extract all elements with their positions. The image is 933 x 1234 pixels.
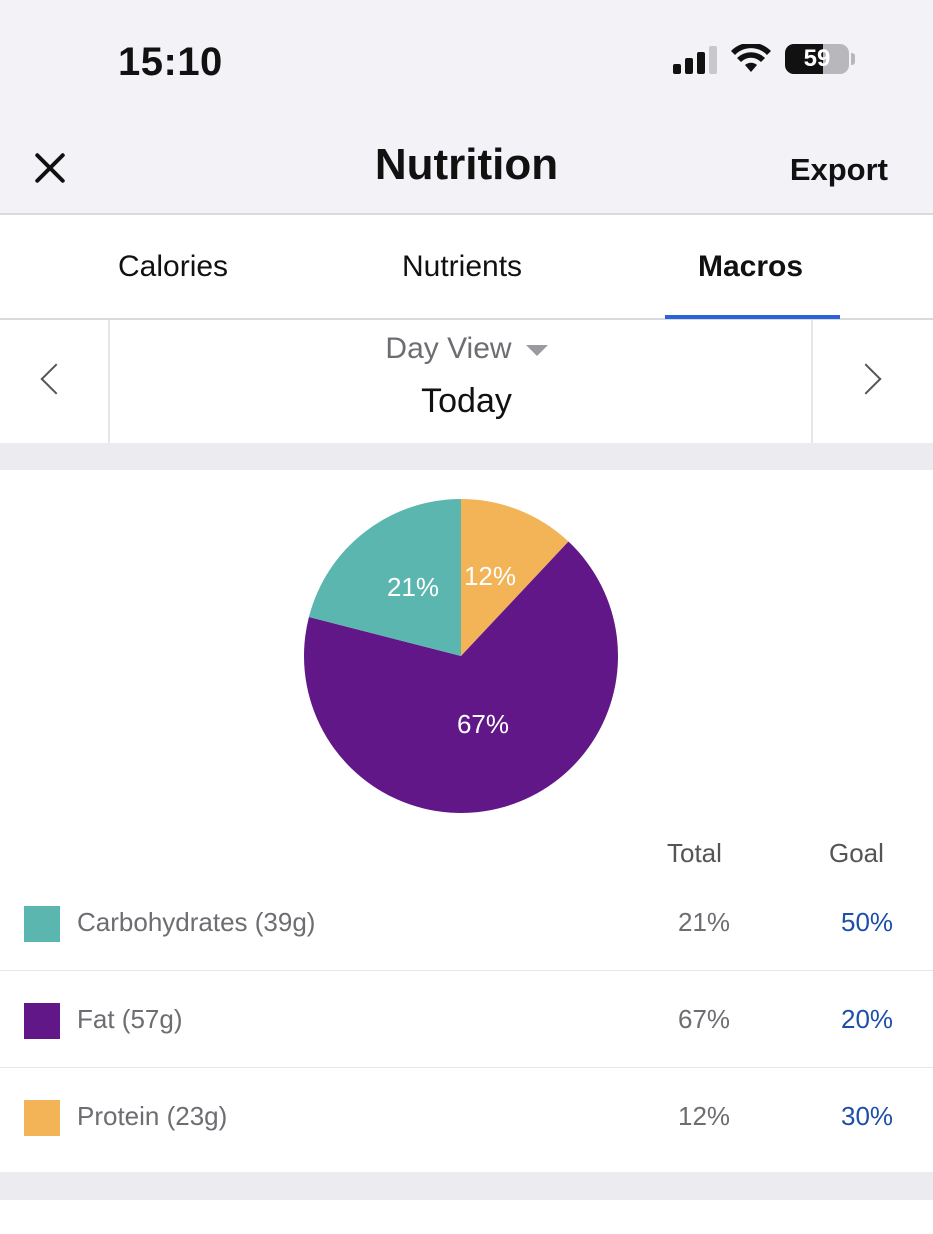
pie-label-carbohydrates: 21%: [387, 572, 439, 602]
macro-goal[interactable]: 50%: [841, 907, 894, 937]
page-title: Nutrition: [374, 140, 559, 189]
macro-name: Carbohydrates (39g): [77, 907, 316, 937]
nav-bar: Nutrition Export: [0, 120, 933, 215]
section-divider: [0, 1172, 933, 1200]
status-time: 15:10: [118, 40, 223, 84]
view-selector[interactable]: Day View: [0, 332, 933, 366]
chevron-right-icon: [850, 363, 882, 395]
next-day-button[interactable]: [811, 320, 933, 443]
macros-pie-chart: 12% 67% 21%: [0, 470, 933, 830]
export-button[interactable]: Export: [789, 152, 888, 187]
battery-fill: [785, 44, 823, 74]
macro-name: Fat (57g): [77, 1004, 183, 1034]
active-tab-indicator: [665, 315, 840, 319]
caret-down-icon: [525, 344, 548, 356]
fat-color-swatch: [24, 1003, 60, 1039]
macro-total: 12%: [678, 1101, 731, 1131]
date-navigator: Day View Today: [0, 320, 933, 443]
total-column-header: Total: [667, 838, 722, 868]
pie-label-protein: 12%: [464, 561, 516, 591]
carbohydrates-color-swatch: [24, 906, 60, 942]
pie-slice-protein: [461, 499, 569, 656]
view-selector-label: Day View: [385, 332, 512, 365]
macro-row-carbohydrates: Carbohydrates (39g) 21% 50%: [0, 874, 933, 971]
macro-row-protein: Protein (23g) 12% 30%: [0, 1068, 933, 1172]
macro-row-fat: Fat (57g) 67% 20%: [0, 971, 933, 1068]
previous-day-button[interactable]: [0, 320, 110, 443]
date-label: Today: [421, 382, 512, 420]
tab-nutrients[interactable]: Nutrients: [402, 250, 523, 283]
tab-bar: Calories Nutrients Macros: [0, 215, 933, 320]
pie-chart-svg: 12% 67% 21%: [303, 499, 618, 813]
macro-total: 21%: [678, 907, 731, 937]
macro-total: 67%: [678, 1004, 731, 1034]
macro-name: Protein (23g): [77, 1101, 228, 1131]
cellular-signal-icon: [673, 44, 717, 74]
table-header: Total Goal: [0, 838, 933, 878]
tab-macros[interactable]: Macros: [698, 250, 804, 283]
status-icons: 59: [673, 44, 855, 74]
wifi-icon: [731, 44, 771, 74]
pie-slice-carbohydrates: [308, 499, 461, 656]
macro-goal[interactable]: 30%: [841, 1101, 894, 1131]
pie-slice-fat: [303, 541, 618, 813]
protein-color-swatch: [24, 1100, 60, 1136]
tab-calories[interactable]: Calories: [118, 250, 229, 283]
goal-column-header: Goal: [829, 838, 884, 868]
section-divider: [0, 443, 933, 470]
macro-goal[interactable]: 20%: [841, 1004, 894, 1034]
battery-level: 59: [803, 45, 831, 72]
battery-tip: [851, 53, 855, 65]
pie-label-fat: 67%: [457, 709, 509, 739]
status-bar: 15:10 59: [0, 0, 933, 120]
battery-icon: 59: [785, 44, 849, 74]
